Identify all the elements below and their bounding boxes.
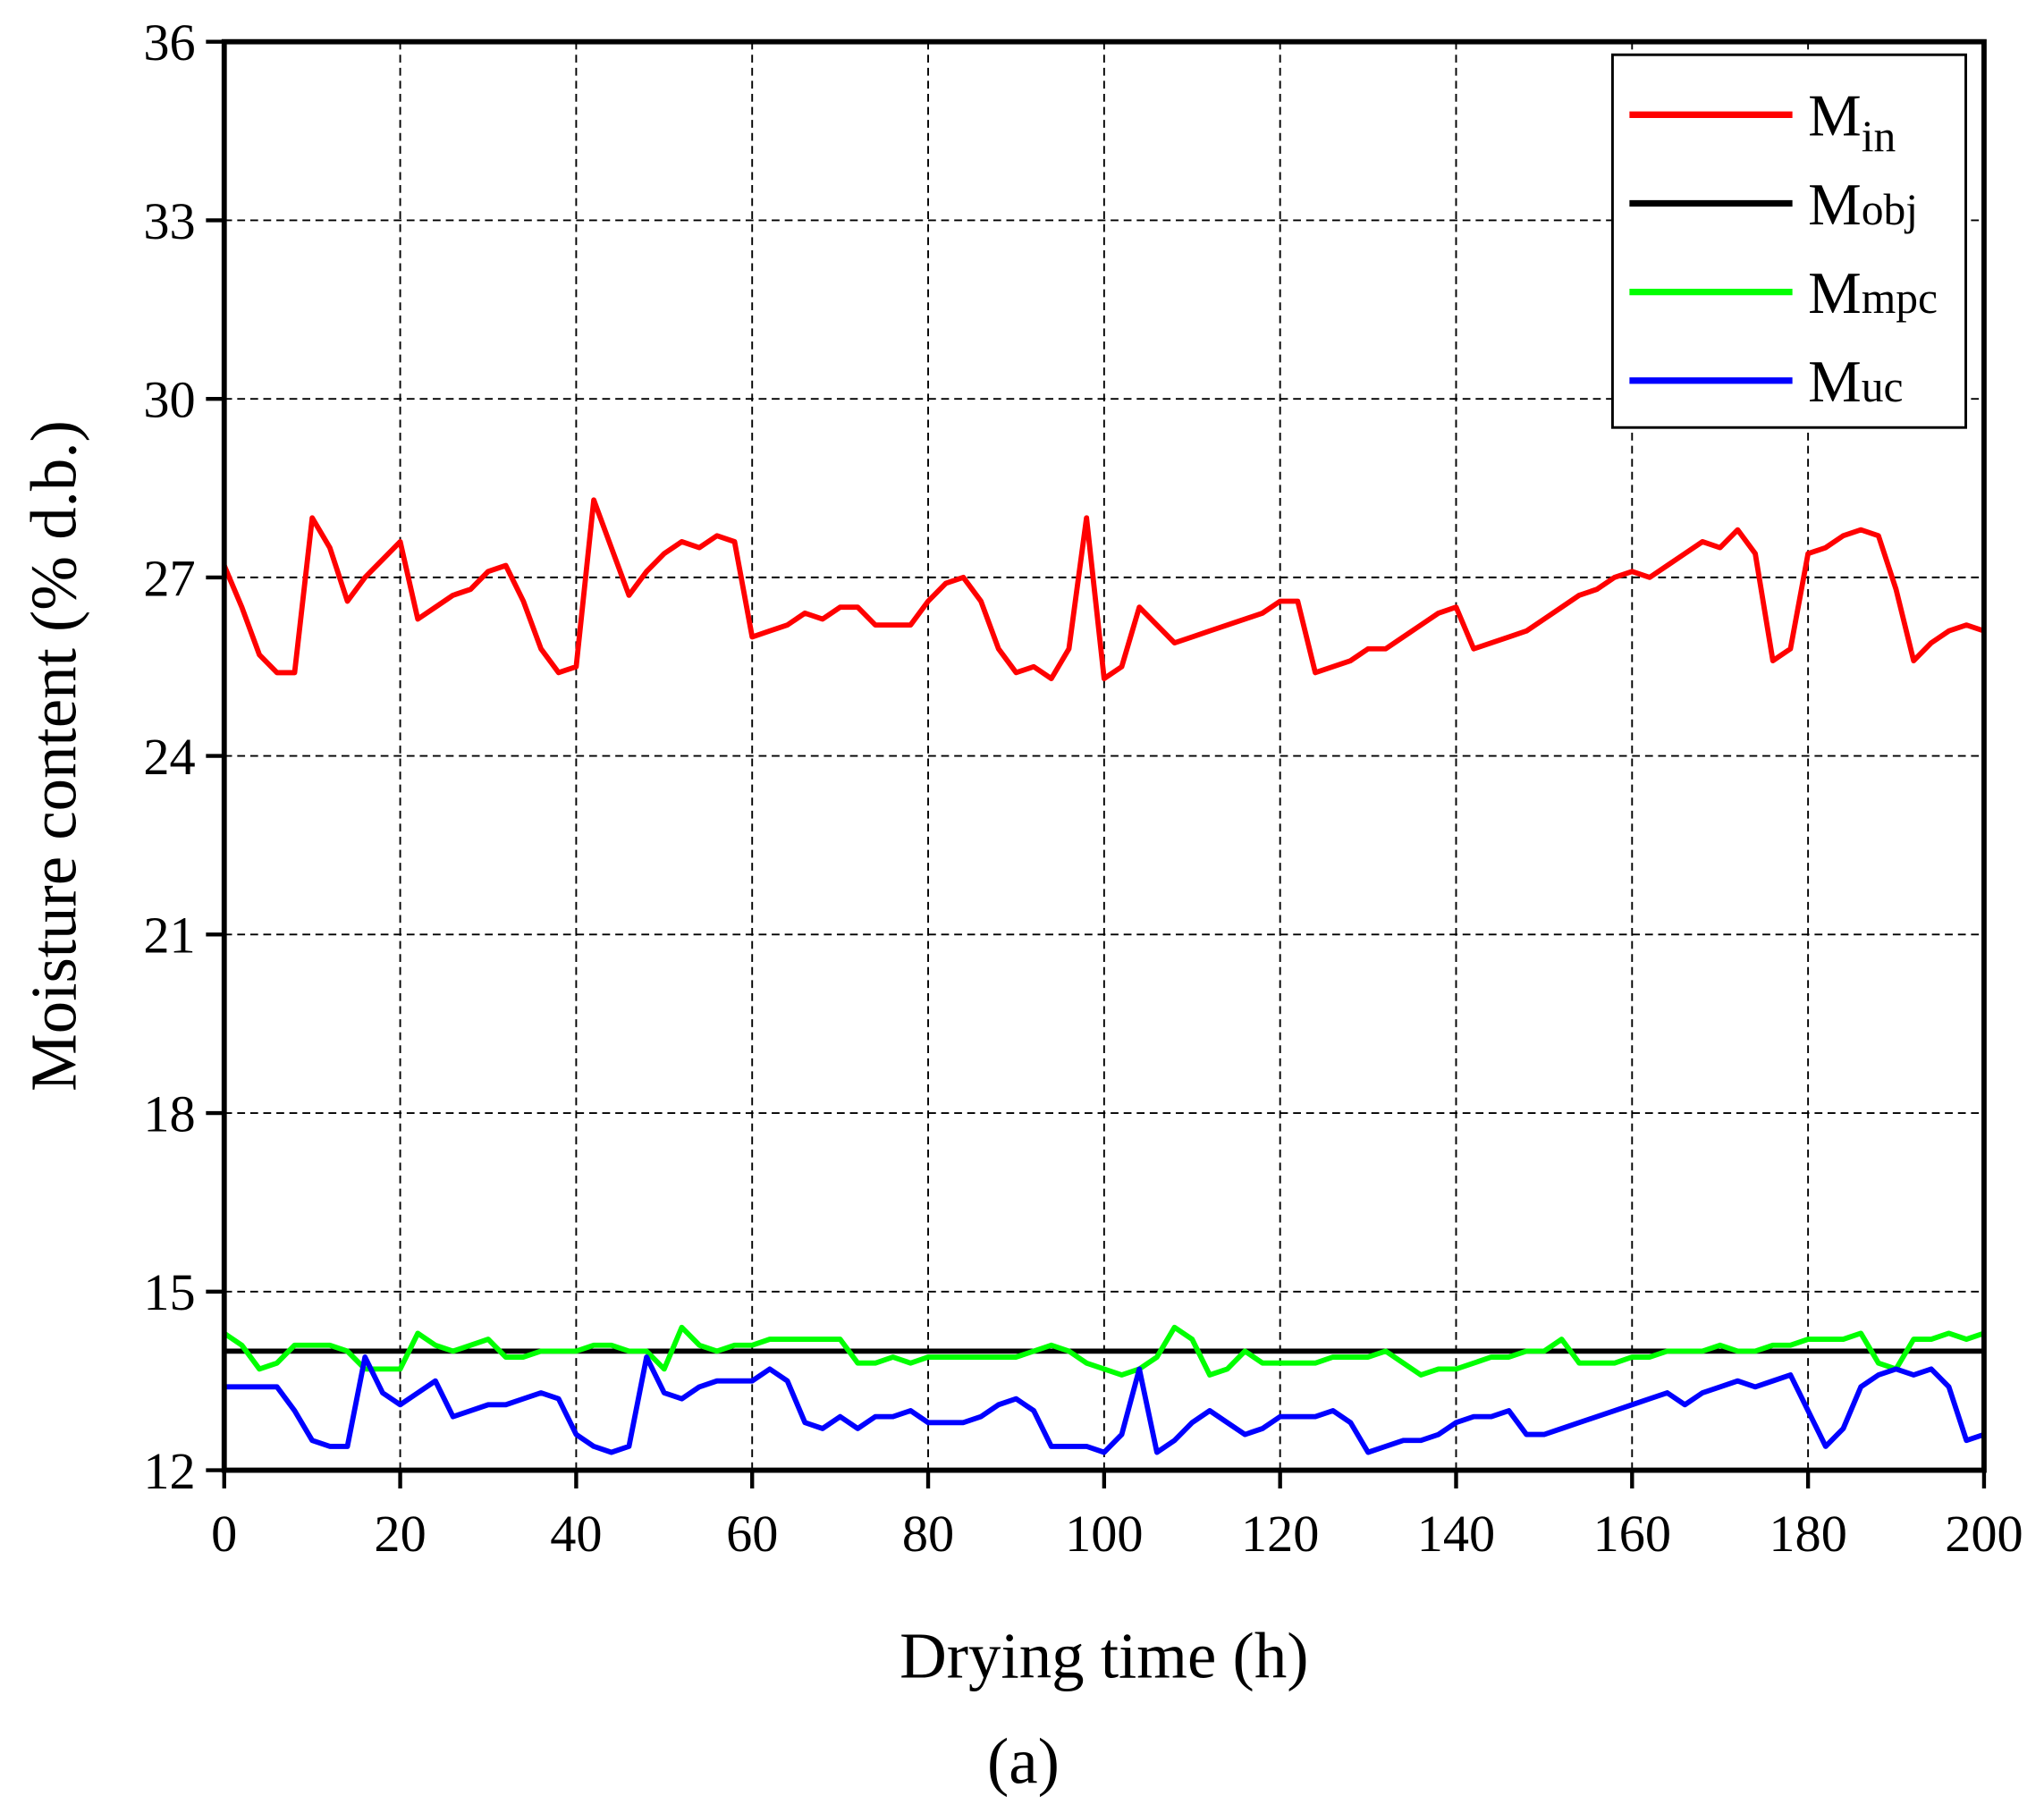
y-tick-label: 27 (143, 549, 195, 607)
x-tick-label: 120 (1241, 1505, 1319, 1563)
y-tick-label: 18 (143, 1084, 195, 1143)
series-line (223, 1324, 1985, 1378)
x-tick-label: 180 (1769, 1505, 1846, 1563)
legend-label: Muc (1808, 348, 1903, 415)
y-axis-label: Moisture content (% d.b.) (18, 420, 90, 1092)
x-tick-label: 60 (726, 1505, 778, 1563)
legend-label: Mmpc (1808, 259, 1938, 326)
y-tick-label: 30 (143, 371, 195, 429)
annotation: (a) (987, 1724, 1060, 1797)
y-tick-label: 15 (143, 1263, 195, 1321)
series-line (224, 1354, 1985, 1455)
x-tick-label: 160 (1593, 1505, 1671, 1563)
legend-box (1610, 53, 1967, 429)
x-axis-label: Drying time (h) (900, 1619, 1308, 1691)
y-tick-label: 12 (143, 1442, 195, 1500)
x-tick-label: 80 (902, 1505, 954, 1563)
x-tick-label: 0 (211, 1505, 237, 1563)
y-tick-label: 21 (143, 906, 195, 965)
x-tick-label: 140 (1417, 1505, 1495, 1563)
y-tick-label: 33 (143, 192, 195, 250)
y-tick-label: 24 (143, 728, 195, 786)
plot-frame (221, 38, 1987, 1473)
x-tick-label: 40 (550, 1505, 602, 1563)
x-tick-label: 100 (1065, 1505, 1143, 1563)
x-tick-label: 200 (1945, 1505, 2023, 1563)
series-line (222, 497, 1985, 681)
x-tick-label: 20 (374, 1505, 426, 1563)
y-tick-label: 36 (143, 13, 195, 72)
